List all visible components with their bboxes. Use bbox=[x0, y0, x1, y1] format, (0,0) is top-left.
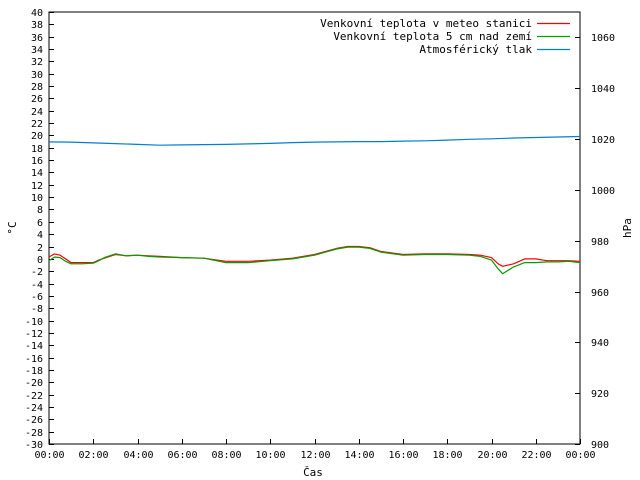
series-lines bbox=[48, 135, 581, 275]
y-tick-label: -10 bbox=[25, 317, 43, 328]
y-tick-label: -4 bbox=[31, 280, 43, 291]
y2-tick-label: 940 bbox=[591, 338, 609, 349]
y-tick-label: 8 bbox=[37, 205, 43, 216]
x-tick-label: 02:00 bbox=[78, 450, 108, 461]
x-tick-label: 00:00 bbox=[34, 450, 64, 461]
x-axis-label: Čas bbox=[303, 466, 323, 479]
x-tick-label: 08:00 bbox=[211, 450, 241, 461]
y-tick-label: -12 bbox=[25, 329, 43, 340]
x-tick-label: 10:00 bbox=[255, 450, 285, 461]
y-tick-label: 14 bbox=[31, 168, 43, 179]
x-tick-label: 20:00 bbox=[477, 450, 507, 461]
y-axis-label: °C bbox=[6, 221, 19, 234]
y-tick-label: 26 bbox=[31, 94, 43, 105]
y-tick-label: 38 bbox=[31, 20, 43, 31]
plot-frame bbox=[48, 11, 581, 445]
legend-label: Atmosférický tlak bbox=[419, 43, 532, 56]
y-tick-label: -6 bbox=[31, 292, 43, 303]
y-tick-label: 6 bbox=[37, 218, 43, 229]
y-tick-label: 12 bbox=[31, 181, 43, 192]
y2-tick-label: 1020 bbox=[591, 135, 615, 146]
y-tick-label: -18 bbox=[25, 366, 43, 377]
series-line-2 bbox=[48, 246, 581, 275]
x-tick-label: 16:00 bbox=[388, 450, 418, 461]
y-tick-label: -30 bbox=[25, 440, 43, 451]
y-tick-label: 28 bbox=[31, 82, 43, 93]
y2-tick-label: 960 bbox=[591, 288, 609, 299]
y-tick-label: -14 bbox=[25, 341, 43, 352]
y-tick-label: -22 bbox=[25, 391, 43, 402]
y2-tick-label: 1000 bbox=[591, 186, 615, 197]
x-tick-label: 12:00 bbox=[300, 450, 330, 461]
x-tick-label: 04:00 bbox=[123, 450, 153, 461]
y2-tick-label: 1040 bbox=[591, 84, 615, 95]
y-tick-label: -26 bbox=[25, 415, 43, 426]
y-tick-label: 32 bbox=[31, 57, 43, 68]
series-line-1 bbox=[48, 245, 581, 267]
y-tick-label: 30 bbox=[31, 70, 43, 81]
x-tick-label: 00:00 bbox=[565, 450, 595, 461]
y-tick-label: 4 bbox=[37, 230, 43, 241]
y2-tick-label: 920 bbox=[591, 389, 609, 400]
y-tick-label: -16 bbox=[25, 354, 43, 365]
y-tick-label: 40 bbox=[31, 8, 43, 19]
x-tick-label: 22:00 bbox=[521, 450, 551, 461]
y2-axis-label: hPa bbox=[621, 218, 634, 238]
y-tick-label: -8 bbox=[31, 304, 43, 315]
y-tick-label: 10 bbox=[31, 193, 43, 204]
y-tick-label: -28 bbox=[25, 428, 43, 439]
legend-label: Venkovní teplota v meteo stanici bbox=[320, 17, 532, 30]
y-tick-label: 16 bbox=[31, 156, 43, 167]
y-tick-label: 18 bbox=[31, 144, 43, 155]
y2-tick-label: 1060 bbox=[591, 33, 615, 44]
y-tick-label: 20 bbox=[31, 131, 43, 142]
y-tick-label: 36 bbox=[31, 33, 43, 44]
y-tick-label: 0 bbox=[37, 255, 43, 266]
x-tick-label: 14:00 bbox=[344, 450, 374, 461]
x-tick-label: 06:00 bbox=[167, 450, 197, 461]
legend-label: Venkovní teplota 5 cm nad zemí bbox=[333, 30, 532, 43]
axes: -30-28-26-24-22-20-18-16-14-12-10-8-6-4-… bbox=[25, 8, 615, 461]
y-tick-label: 22 bbox=[31, 119, 43, 130]
y2-tick-label: 900 bbox=[591, 440, 609, 451]
y-tick-label: -20 bbox=[25, 378, 43, 389]
y-tick-label: 2 bbox=[37, 243, 43, 254]
x-tick-label: 18:00 bbox=[432, 450, 462, 461]
series-line-3 bbox=[48, 135, 581, 146]
y-tick-label: -24 bbox=[25, 403, 43, 414]
legend: Venkovní teplota v meteo staniciVenkovní… bbox=[320, 17, 570, 56]
y2-tick-label: 980 bbox=[591, 237, 609, 248]
y-tick-label: 34 bbox=[31, 45, 43, 56]
y-tick-label: -2 bbox=[31, 267, 43, 278]
y-tick-label: 24 bbox=[31, 107, 43, 118]
